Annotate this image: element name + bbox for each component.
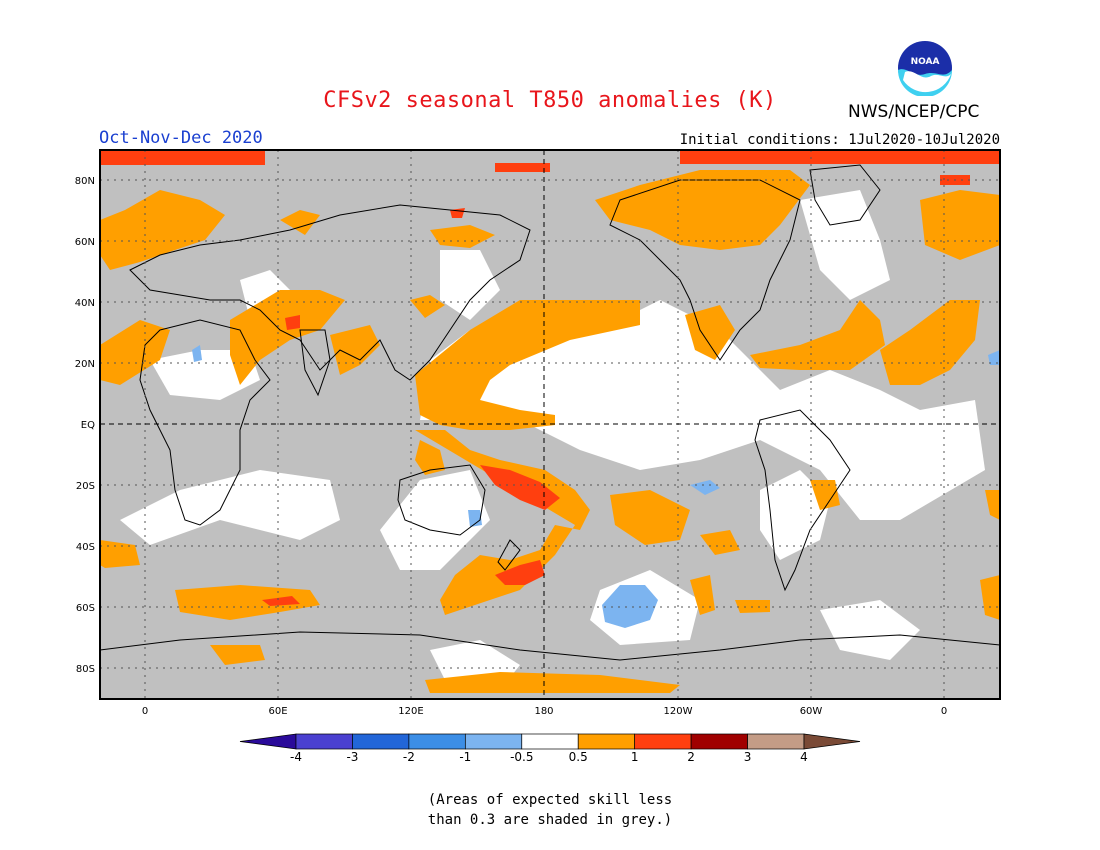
colorbar-label: 4 bbox=[800, 750, 808, 764]
colorbar-swatch bbox=[521, 733, 579, 750]
colorbar-label: -4 bbox=[290, 750, 302, 764]
colorbar-label: 1 bbox=[631, 750, 639, 764]
colorbar-label: -3 bbox=[346, 750, 358, 764]
logo-text: NOAA bbox=[911, 57, 940, 67]
colorbar: -4 -3 -2 -1 -0.5 0.5 1 2 3 4 bbox=[239, 733, 861, 764]
lat-label: 60S bbox=[76, 603, 95, 614]
longitude-labels: 0 60E 120E 180 120W 60W 0 bbox=[142, 706, 947, 717]
colorbar-label: 3 bbox=[744, 750, 752, 764]
lat-label: 60N bbox=[75, 237, 95, 248]
lon-label: 120W bbox=[664, 706, 693, 717]
lat-label: 40N bbox=[75, 298, 95, 309]
initial-conditions-label: Initial conditions: 1Jul2020-10Jul2020 bbox=[679, 132, 1000, 148]
lat-label: 40S bbox=[76, 542, 95, 553]
negative-anomaly-regions bbox=[192, 345, 1000, 628]
map-title: CFSv2 seasonal T850 anomalies (K) bbox=[323, 88, 777, 113]
lon-label: 0 bbox=[142, 706, 148, 717]
lat-label: 80S bbox=[76, 664, 95, 675]
lat-label: 80N bbox=[75, 176, 95, 187]
colorbar-swatch bbox=[408, 733, 466, 750]
skill-note-line-1: (Areas of expected skill less bbox=[427, 792, 673, 808]
strong-positive-anomaly-regions bbox=[100, 150, 1000, 606]
colorbar-max-arrow bbox=[803, 733, 861, 750]
graticule bbox=[100, 150, 1000, 699]
coastlines bbox=[100, 164, 1000, 661]
lat-label: 20S bbox=[76, 481, 95, 492]
skill-note-line-2: than 0.3 are shaded in grey.) bbox=[427, 812, 673, 828]
map-frame bbox=[99, 149, 1001, 700]
colorbar-swatch bbox=[295, 733, 353, 750]
colorbar-label: -1 bbox=[459, 750, 471, 764]
lon-label: 0 bbox=[941, 706, 947, 717]
colorbar-swatch bbox=[577, 733, 636, 750]
colorbar-label: -2 bbox=[403, 750, 415, 764]
lat-label: EQ bbox=[81, 420, 95, 431]
colorbar-label: -0.5 bbox=[510, 750, 533, 764]
colorbar-label: 0.5 bbox=[569, 750, 588, 764]
latitude-labels: 80N 60N 40N 20N EQ 20S 40S 60S 80S bbox=[75, 176, 95, 675]
equator-dateline bbox=[100, 150, 1000, 699]
colorbar-swatch bbox=[690, 733, 748, 750]
lon-label: 60E bbox=[268, 706, 287, 717]
agency-label: NWS/NCEP/CPC bbox=[848, 102, 980, 122]
lon-label: 120E bbox=[398, 706, 423, 717]
colorbar-swatch bbox=[464, 733, 523, 750]
colorbar-swatch bbox=[747, 733, 805, 750]
colorbar-swatch bbox=[634, 733, 692, 750]
lon-label: 60W bbox=[800, 706, 823, 717]
colorbar-label: 2 bbox=[687, 750, 695, 764]
colorbar-min-arrow bbox=[239, 733, 297, 750]
lat-label: 20N bbox=[75, 359, 95, 370]
season-label: Oct-Nov-Dec 2020 bbox=[99, 128, 263, 148]
noaa-logo-icon: NOAA bbox=[898, 41, 952, 96]
colorbar-swatch bbox=[352, 733, 410, 750]
lon-label: 180 bbox=[534, 706, 553, 717]
